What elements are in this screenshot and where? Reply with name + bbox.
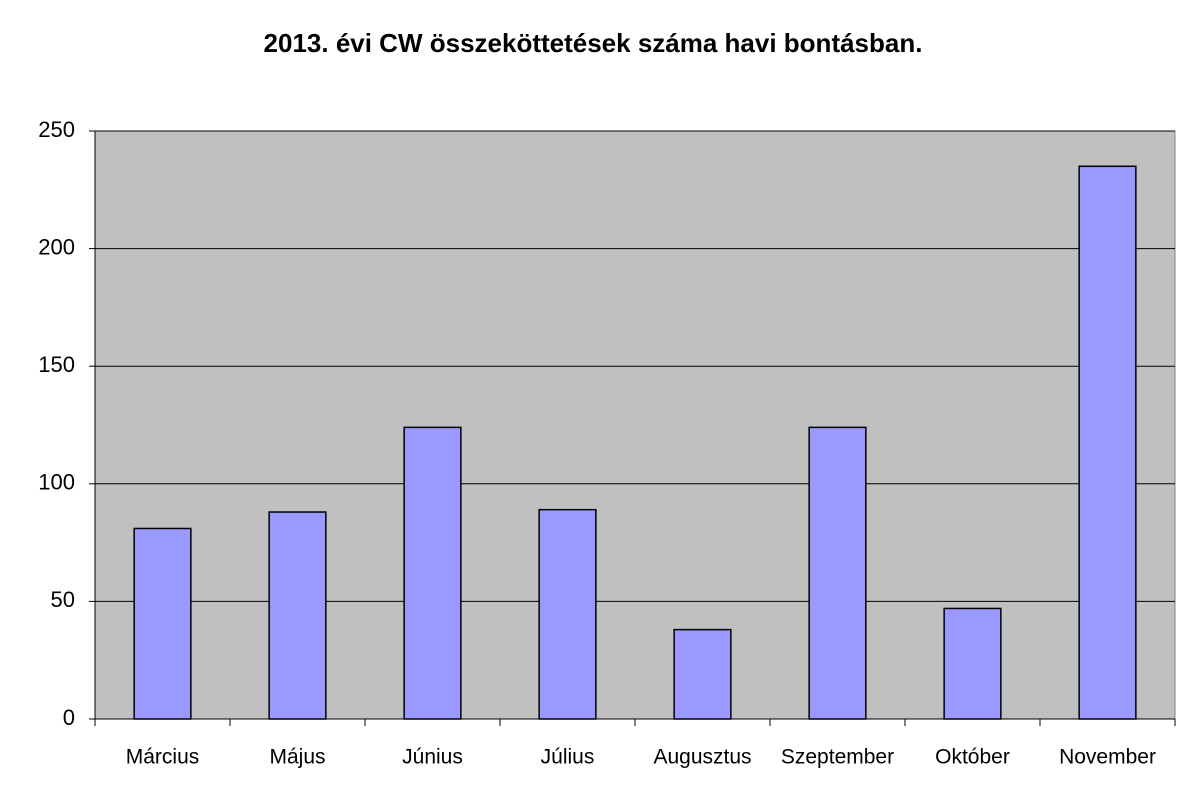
chart-title: 2013. évi CW összeköttetések száma havi … xyxy=(264,28,923,58)
bar xyxy=(133,527,192,720)
y-tick-label: 250 xyxy=(38,117,75,142)
bar xyxy=(403,426,462,720)
bar xyxy=(1078,165,1137,720)
bar xyxy=(808,426,867,720)
x-tick-label: Augusztus xyxy=(653,746,751,769)
x-tick-label: Május xyxy=(269,746,325,769)
x-tick-label: Október xyxy=(935,746,1010,769)
y-tick-label: 50 xyxy=(51,587,75,612)
bar xyxy=(943,607,1002,720)
y-tick-label: 200 xyxy=(38,234,75,259)
x-tick-label: Március xyxy=(126,746,200,769)
x-tick-label: Szeptember xyxy=(781,746,894,769)
bar xyxy=(673,628,732,720)
x-tick-label: Július xyxy=(541,746,595,769)
x-tick-label: Június xyxy=(402,746,463,769)
bar xyxy=(268,511,327,720)
plot-area xyxy=(94,130,1176,720)
y-tick-label: 100 xyxy=(38,470,75,495)
y-tick-label: 0 xyxy=(63,705,75,730)
x-tick-label: November xyxy=(1059,746,1156,769)
bar xyxy=(538,508,597,720)
y-tick-label: 150 xyxy=(38,352,75,377)
